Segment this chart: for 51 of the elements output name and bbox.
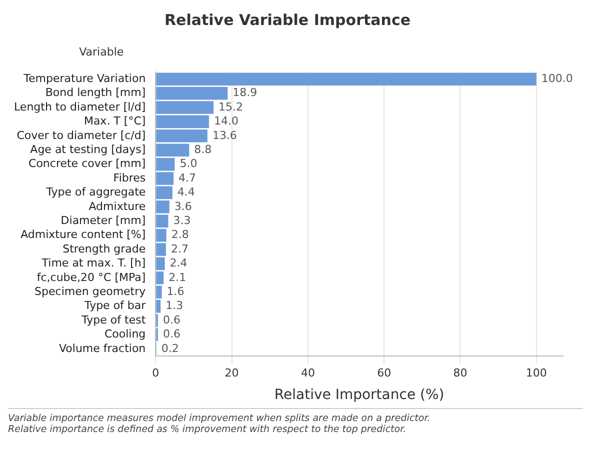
x-tick-label: 40 — [300, 366, 315, 380]
x-tick-label: 20 — [224, 366, 239, 380]
y-tick-label: Time at max. T. [h] — [40, 256, 146, 270]
y-tick-label: Type of aggregate — [45, 186, 146, 199]
y-tick-label: Cooling — [104, 328, 146, 341]
data-label: 2.4 — [170, 256, 188, 270]
data-label: 18.9 — [232, 86, 258, 100]
text: Variable importance measures model improvement when splits are made on a predictor. — [8, 413, 432, 424]
x-tick-label: 80 — [453, 366, 468, 380]
chart-title: Relative Variable Importance — [164, 10, 411, 29]
y-tick-label: Age at testing [days] — [30, 142, 146, 156]
y-tick-label: Volume fraction — [58, 342, 146, 355]
data-label: 5.0 — [180, 157, 198, 170]
y-tick-label: Length to diameter [l/d] — [14, 100, 146, 114]
y-tick-label: Type of bar — [84, 299, 146, 312]
data-label: 2.7 — [170, 242, 188, 256]
data-label: 0.6 — [162, 313, 180, 326]
data-label: 1.6 — [166, 284, 184, 298]
y-tick-label: Bond length [mm] — [45, 86, 146, 100]
data-label: 15.2 — [218, 100, 244, 114]
x-tick-label: 60 — [377, 366, 392, 380]
data-label: 2.1 — [168, 270, 186, 284]
text: Relative importance is defined as % improvement with respect to the top predictor. — [8, 424, 408, 435]
data-label: 3.3 — [173, 214, 191, 227]
data-label: 1.3 — [166, 299, 184, 312]
data-label: 2.8 — [171, 228, 189, 242]
data-label: 8.8 — [194, 142, 212, 156]
y-tick-label: Temperature Variation — [22, 72, 146, 85]
data-label: 3.6 — [174, 200, 192, 213]
y-axis-title: Variable — [79, 45, 124, 58]
y-tick-label: Admixture — [88, 200, 146, 213]
y-tick-label: Admixture content [%] — [20, 228, 146, 242]
x-tick-label: 100 — [526, 366, 547, 380]
data-label: 14.0 — [214, 114, 238, 128]
data-label: 4.7 — [178, 171, 196, 184]
x-tick-label: 0 — [152, 366, 160, 380]
x-axis-title: Relative Importance (%) — [274, 387, 444, 404]
y-tick-label: Fibres — [113, 171, 146, 184]
data-label: 13.6 — [212, 128, 237, 142]
data-label: 4.4 — [177, 186, 195, 199]
y-tick-label: fc,cube,20 °C [MPa] — [36, 270, 146, 284]
data-label: 0.6 — [162, 328, 180, 341]
y-tick-label: Type of test — [80, 313, 146, 326]
y-tick-label: Specimen geometry — [34, 284, 146, 298]
y-tick-label: Diameter [mm] — [60, 214, 146, 227]
y-tick-label: Strength grade — [62, 242, 146, 256]
y-tick-label: Max. T [°C] — [84, 114, 146, 128]
data-label: 0.2 — [161, 342, 179, 355]
data-label: 100.0 — [541, 72, 573, 85]
y-tick-label: Concrete cover [mm] — [28, 157, 146, 170]
y-tick-label: Cover to diameter [c/d] — [16, 128, 146, 142]
